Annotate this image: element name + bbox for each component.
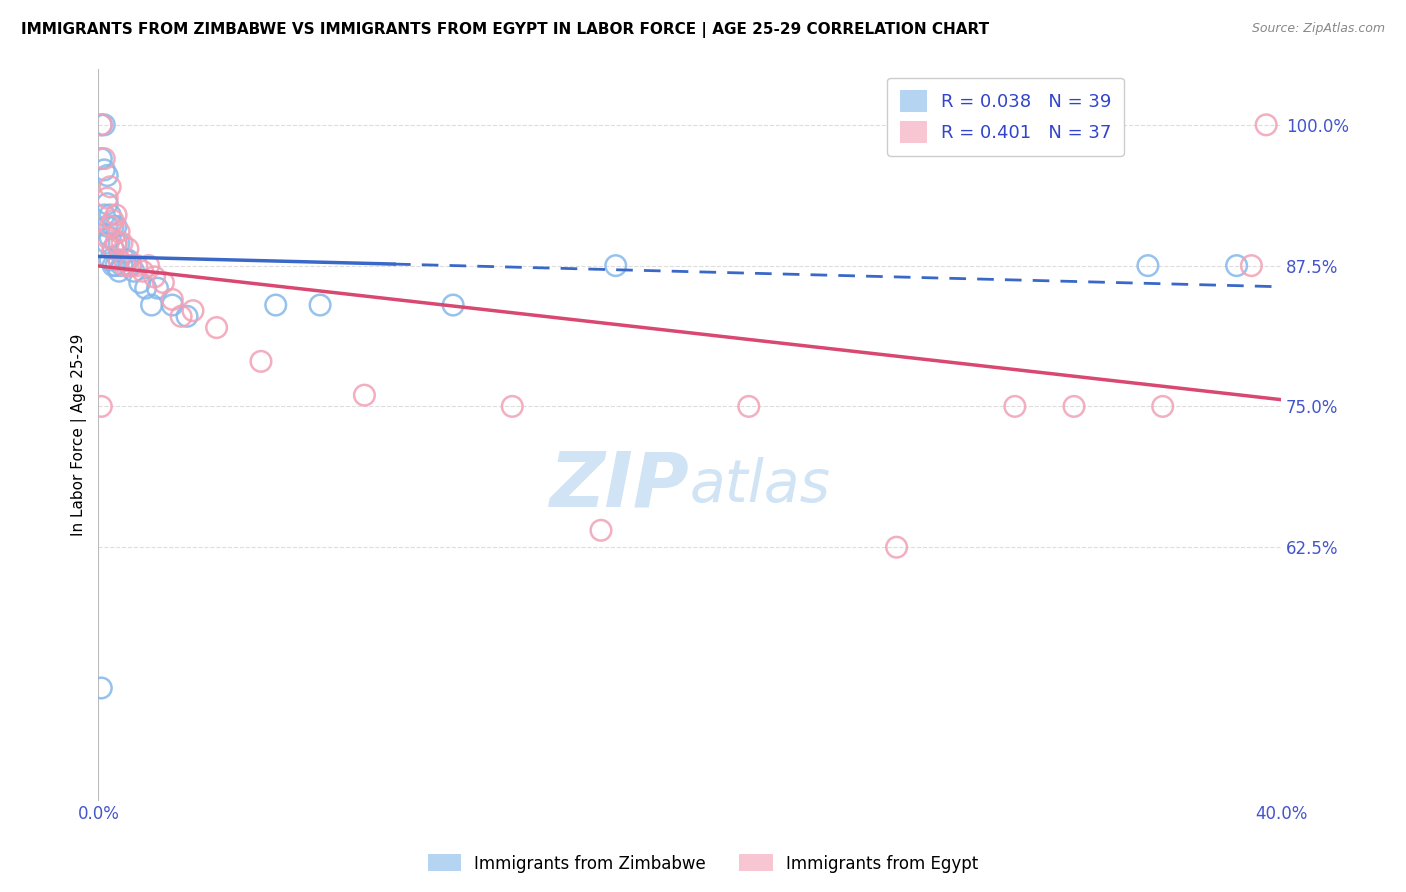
Point (111, 259, 134, 273)
Point (205, 320, 228, 334)
Point (114, 259, 136, 273)
Point (138, 259, 160, 273)
Point (108, 236, 131, 251)
Text: ZIP: ZIP (550, 449, 690, 523)
Point (93, 208, 115, 222)
Point (117, 242, 139, 256)
Point (90, 118, 112, 132)
Point (98, 219, 121, 234)
Point (170, 310, 193, 324)
Point (152, 276, 174, 290)
Point (105, 219, 128, 234)
Point (353, 388, 375, 402)
Point (105, 236, 128, 251)
Point (120, 259, 142, 273)
Point (1152, 400, 1174, 414)
Text: IMMIGRANTS FROM ZIMBABWE VS IMMIGRANTS FROM EGYPT IN LABOR FORCE | AGE 25-29 COR: IMMIGRANTS FROM ZIMBABWE VS IMMIGRANTS F… (21, 22, 990, 38)
Point (98, 179, 121, 194)
Point (146, 281, 169, 295)
Point (90, 118, 112, 132)
Point (90, 400, 112, 414)
Point (101, 259, 124, 273)
Point (93, 118, 115, 132)
Point (101, 242, 124, 256)
Point (122, 264, 145, 278)
Point (605, 259, 627, 273)
Point (108, 252, 131, 267)
Point (101, 242, 124, 256)
Point (98, 252, 121, 267)
Point (250, 354, 273, 368)
Point (101, 213, 124, 227)
Point (117, 252, 139, 267)
Point (441, 298, 464, 312)
Point (176, 310, 198, 324)
Point (111, 236, 134, 251)
Point (93, 162, 115, 177)
Point (135, 281, 157, 295)
Point (1063, 400, 1085, 414)
Point (131, 264, 153, 278)
Point (108, 252, 131, 267)
Point (108, 264, 131, 278)
Point (96, 219, 118, 234)
Point (501, 400, 523, 414)
Text: Source: ZipAtlas.com: Source: ZipAtlas.com (1251, 22, 1385, 36)
Point (128, 276, 150, 290)
Point (105, 259, 128, 273)
Point (90, 152, 112, 166)
Y-axis label: In Labor Force | Age 25-29: In Labor Force | Age 25-29 (72, 334, 87, 536)
Point (93, 152, 115, 166)
Point (96, 169, 118, 183)
Point (143, 269, 166, 284)
Point (1256, 118, 1278, 132)
Point (1136, 259, 1159, 273)
Text: atlas: atlas (690, 458, 831, 515)
Point (264, 298, 287, 312)
Point (886, 540, 908, 554)
Point (162, 298, 184, 312)
Legend: R = 0.038   N = 39, R = 0.401   N = 37: R = 0.038 N = 39, R = 0.401 N = 37 (887, 78, 1125, 156)
Point (1226, 259, 1249, 273)
Legend: Immigrants from Zimbabwe, Immigrants from Egypt: Immigrants from Zimbabwe, Immigrants fro… (420, 847, 986, 880)
Point (96, 230, 118, 244)
Point (96, 196, 118, 211)
Point (125, 259, 148, 273)
Point (105, 208, 128, 222)
Point (738, 400, 761, 414)
Point (98, 230, 121, 244)
Point (90, 681, 112, 695)
Point (141, 298, 163, 312)
Point (120, 259, 142, 273)
Point (162, 293, 184, 307)
Point (589, 524, 612, 538)
Point (181, 303, 204, 318)
Point (114, 252, 136, 267)
Point (96, 236, 118, 251)
Point (108, 225, 131, 239)
Point (96, 191, 118, 205)
Point (1240, 259, 1263, 273)
Point (1004, 400, 1026, 414)
Point (309, 298, 332, 312)
Point (105, 236, 128, 251)
Point (98, 208, 121, 222)
Point (101, 219, 124, 234)
